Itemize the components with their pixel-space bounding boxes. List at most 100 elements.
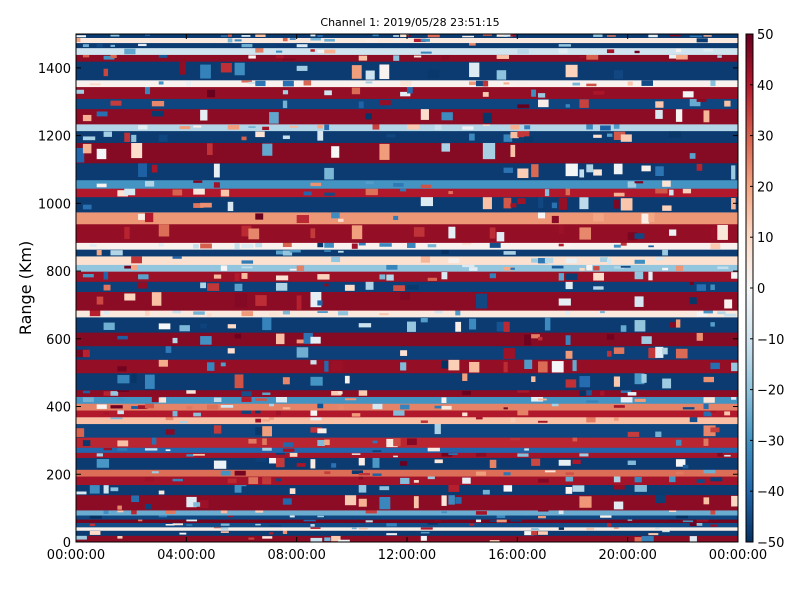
heatmap-cell — [717, 266, 729, 270]
heatmap-cell — [524, 448, 529, 451]
heatmap-cell — [179, 532, 187, 535]
heatmap-cell — [262, 419, 270, 422]
heatmap-cell — [469, 133, 475, 141]
heatmap-cell — [117, 505, 122, 510]
heatmap-cell — [379, 212, 387, 222]
heatmap-cell — [462, 126, 474, 130]
heatmap-cell — [572, 82, 581, 86]
heatmap-cell — [634, 373, 645, 385]
heatmap-cell — [565, 104, 570, 108]
heatmap-cell — [558, 47, 568, 54]
colorbar-tick-label: 30 — [757, 130, 774, 145]
heatmap-cell — [517, 453, 529, 457]
heatmap-cell — [427, 522, 438, 525]
heatmap-cell — [703, 497, 710, 505]
heatmap-cell — [96, 243, 105, 249]
heatmap-cell — [710, 510, 716, 515]
heatmap-cell — [296, 44, 308, 48]
heatmap-cell — [565, 472, 574, 476]
heatmap-cell — [400, 404, 410, 410]
heatmap-cell — [400, 188, 407, 192]
heatmap-cell — [289, 515, 295, 518]
range-band — [76, 396, 738, 404]
range-band — [76, 255, 738, 265]
heatmap-cell — [669, 476, 676, 483]
heatmap-cell — [448, 494, 455, 505]
heatmap-cell — [524, 136, 534, 143]
heatmap-cell — [600, 514, 612, 518]
heatmap-cell — [407, 35, 412, 37]
heatmap-cell — [420, 255, 431, 263]
range-band — [76, 211, 738, 225]
heatmap-cell — [76, 37, 81, 43]
heatmap-cell — [538, 527, 547, 529]
heatmap-cell — [317, 300, 323, 306]
heatmap-cell — [89, 523, 96, 527]
heatmap-cell — [82, 44, 89, 48]
heatmap-cell — [386, 274, 394, 281]
heatmap-cell — [627, 232, 638, 241]
heatmap-cell — [179, 325, 190, 332]
heatmap-cell — [420, 318, 428, 323]
heatmap-cell — [241, 486, 248, 494]
heatmap-cell — [324, 471, 331, 475]
heatmap-cell — [213, 182, 220, 188]
heatmap-cell — [496, 232, 505, 242]
heatmap-cell — [558, 527, 565, 530]
y-tick-label: 1200 — [38, 130, 71, 145]
heatmap-cell — [365, 510, 377, 514]
heatmap-cell — [131, 372, 137, 383]
heatmap-cell — [124, 48, 136, 55]
heatmap-cell — [220, 509, 228, 514]
heatmap-cell — [138, 282, 148, 289]
heatmap-cell — [565, 163, 578, 177]
heatmap-cell — [551, 361, 564, 373]
heatmap-cell — [538, 336, 543, 341]
heatmap-cell — [579, 99, 589, 108]
heatmap-cell — [413, 55, 422, 58]
heatmap-cell — [689, 35, 702, 38]
heatmap-cell — [475, 293, 488, 309]
heatmap-cell — [96, 183, 107, 188]
heatmap-cell — [89, 515, 102, 519]
heatmap-cell — [441, 397, 447, 404]
heatmap-cell — [710, 362, 720, 370]
heatmap-cell — [407, 321, 416, 332]
heatmap-cell — [662, 180, 671, 187]
heatmap-cell — [310, 34, 316, 37]
heatmap-cell — [593, 266, 600, 271]
heatmap-cell — [503, 167, 513, 173]
heatmap-cell — [131, 495, 140, 503]
heatmap-cell — [220, 189, 230, 197]
heatmap-cell — [144, 374, 155, 389]
heatmap-cell — [317, 515, 324, 518]
heatmap-cell — [462, 35, 474, 38]
heatmap-cell — [731, 272, 738, 279]
heatmap-cell — [524, 334, 532, 346]
heatmap-cell — [620, 397, 633, 403]
heatmap-cell — [103, 131, 112, 137]
heatmap-cell — [117, 536, 123, 539]
heatmap-cell — [689, 536, 697, 542]
heatmap-cell — [103, 322, 115, 330]
range-band — [76, 223, 738, 243]
heatmap-cell — [517, 410, 529, 416]
heatmap-cell — [565, 486, 573, 494]
heatmap-cell — [262, 536, 273, 539]
heatmap-cell — [593, 169, 602, 176]
heatmap-cell — [600, 390, 605, 396]
heatmap-cell — [372, 440, 378, 444]
heatmap-cell — [558, 298, 571, 306]
heatmap-cell — [717, 311, 726, 315]
heatmap-cell — [427, 476, 435, 480]
heatmap-cell — [282, 135, 290, 140]
heatmap-cell — [538, 398, 547, 401]
heatmap-cell — [641, 80, 653, 86]
heatmap-cell — [710, 477, 723, 482]
heatmap-cell — [234, 34, 243, 36]
heatmap-cell — [662, 205, 672, 211]
heatmap-cell — [234, 62, 245, 76]
heatmap-cell — [579, 496, 592, 508]
heatmap-cell — [241, 80, 252, 83]
heatmap-cell — [117, 410, 124, 415]
